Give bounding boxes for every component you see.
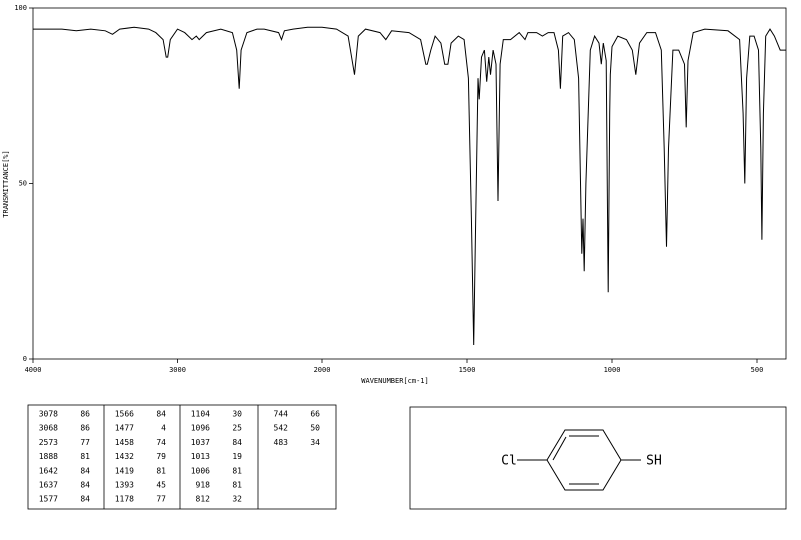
peak-wavenumber: 1178 — [115, 495, 134, 504]
peak-transmittance: 66 — [310, 410, 320, 419]
peak-wavenumber: 1096 — [191, 424, 210, 433]
structure-box — [409, 406, 787, 510]
peak-wavenumber: 542 — [274, 424, 289, 433]
plot-frame — [32, 7, 787, 360]
peak-wavenumber: 744 — [274, 410, 289, 419]
peak-transmittance: 84 — [232, 438, 242, 447]
peak-wavenumber: 2573 — [39, 438, 58, 447]
x-tick-label: 1000 — [604, 366, 621, 374]
peak-wavenumber: 1577 — [39, 495, 58, 504]
peak-transmittance: 81 — [232, 481, 242, 490]
peak-transmittance: 30 — [232, 410, 242, 419]
y-axis-label: TRANSMITTANCE[%] — [2, 150, 10, 217]
peak-wavenumber: 1642 — [39, 466, 58, 475]
peak-wavenumber: 812 — [196, 495, 211, 504]
peak-wavenumber: 1393 — [115, 481, 134, 490]
table-box — [27, 404, 337, 510]
peak-wavenumber: 483 — [274, 438, 289, 447]
x-axis-label: WAVENUMBER[cm-1] — [361, 377, 428, 385]
peak-transmittance: 86 — [80, 424, 90, 433]
peak-transmittance: 86 — [80, 410, 90, 419]
peak-wavenumber: 1037 — [191, 438, 210, 447]
x-tick-label: 1500 — [459, 366, 476, 374]
peak-wavenumber: 1637 — [39, 481, 58, 490]
peak-transmittance: 81 — [232, 466, 242, 475]
peak-transmittance: 77 — [80, 438, 90, 447]
peak-wavenumber: 1477 — [115, 424, 134, 433]
peak-wavenumber: 918 — [196, 481, 211, 490]
peak-transmittance: 81 — [80, 452, 90, 461]
peak-transmittance: 84 — [156, 410, 166, 419]
peak-transmittance: 25 — [232, 424, 242, 433]
x-tick-label: 3000 — [169, 366, 186, 374]
peak-transmittance: 84 — [80, 466, 90, 475]
peak-wavenumber: 1419 — [115, 466, 134, 475]
peak-transmittance: 4 — [161, 424, 166, 433]
left-group: Cl — [501, 454, 517, 469]
x-tick-label: 500 — [751, 366, 764, 374]
x-tick-label: 4000 — [25, 366, 42, 374]
peak-wavenumber: 1006 — [191, 466, 210, 475]
peak-wavenumber: 1104 — [191, 410, 210, 419]
peak-transmittance: 34 — [310, 438, 320, 447]
peak-transmittance: 77 — [156, 495, 166, 504]
y-tick-label: 100 — [14, 4, 27, 12]
benzene-ring — [517, 429, 641, 491]
peak-wavenumber: 1458 — [115, 438, 134, 447]
peak-wavenumber: 3078 — [39, 410, 58, 419]
peak-wavenumber: 3068 — [39, 424, 58, 433]
peak-wavenumber: 1432 — [115, 452, 134, 461]
peak-transmittance: 74 — [156, 438, 166, 447]
peak-transmittance: 45 — [156, 481, 166, 490]
peak-transmittance: 84 — [80, 495, 90, 504]
y-tick-label: 0 — [23, 355, 27, 363]
peak-wavenumber: 1013 — [191, 452, 210, 461]
peak-transmittance: 50 — [310, 424, 320, 433]
y-tick-label: 50 — [19, 180, 27, 188]
peak-transmittance: 32 — [232, 495, 242, 504]
peak-transmittance: 84 — [80, 481, 90, 490]
peak-wavenumber: 1566 — [115, 410, 134, 419]
peak-transmittance: 81 — [156, 466, 166, 475]
peak-transmittance: 79 — [156, 452, 166, 461]
spectrum-line — [33, 26, 786, 346]
x-tick-label: 2000 — [314, 366, 331, 374]
peak-wavenumber: 1888 — [39, 452, 58, 461]
right-group: SH — [646, 454, 662, 469]
peak-transmittance: 19 — [232, 452, 242, 461]
